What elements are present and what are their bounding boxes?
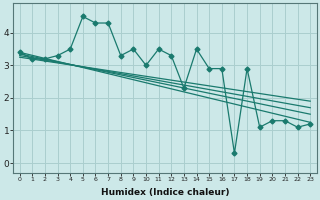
X-axis label: Humidex (Indice chaleur): Humidex (Indice chaleur) (101, 188, 229, 197)
